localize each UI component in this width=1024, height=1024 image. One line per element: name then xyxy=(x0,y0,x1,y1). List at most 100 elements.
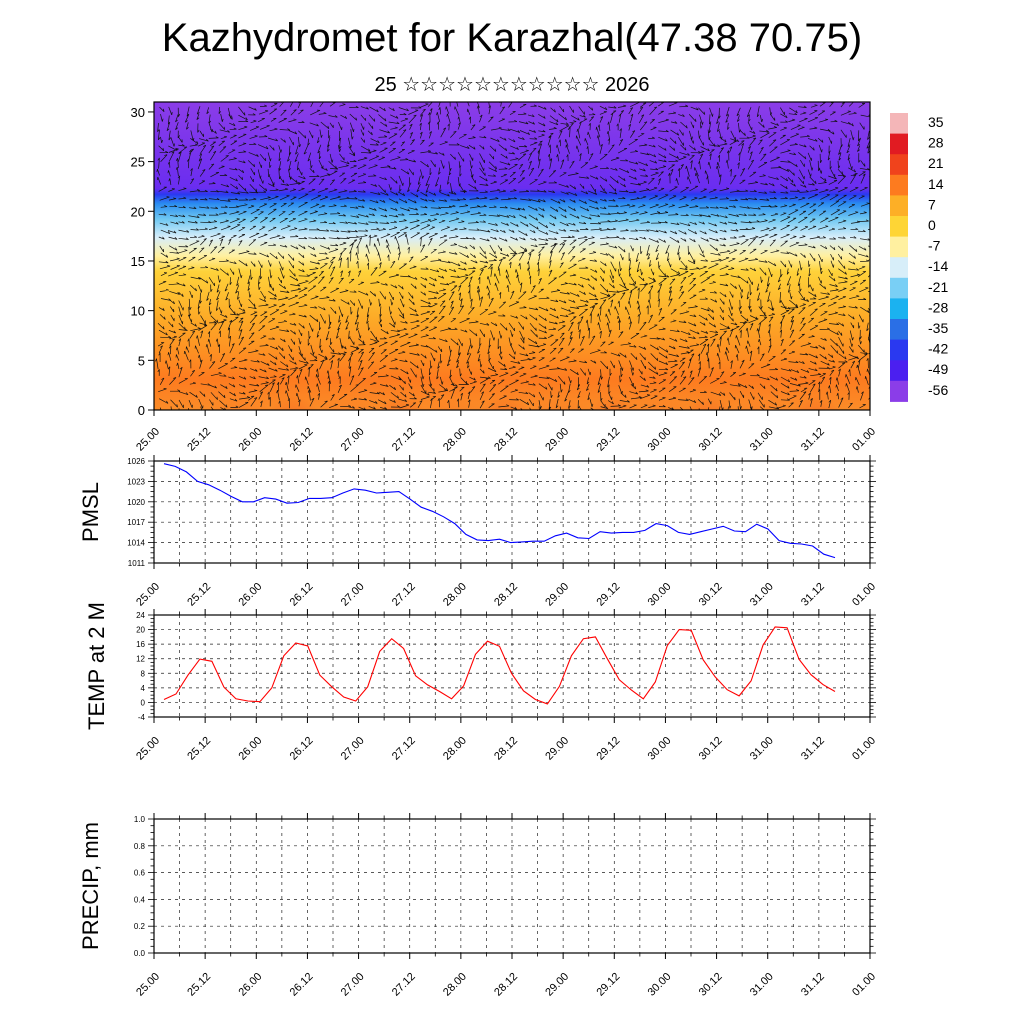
colorbar-swatch xyxy=(890,195,908,217)
grid-lines xyxy=(154,819,870,953)
x-tick-label: 26.12 xyxy=(288,581,316,609)
y-tick-label: 1011 xyxy=(128,559,146,568)
colorbar-swatch xyxy=(890,319,908,341)
colorbar-label: 28 xyxy=(928,135,944,151)
y-tick-label: 1.0 xyxy=(134,815,146,824)
colorbar-label: -7 xyxy=(928,238,941,254)
x-tick-label: 27.12 xyxy=(390,735,418,763)
x-tick-label: 25.12 xyxy=(185,581,213,609)
colorbar-swatch xyxy=(890,257,908,279)
colorbar-label: -49 xyxy=(928,361,948,377)
colorbar-swatch xyxy=(890,380,908,402)
x-tick-label: 25.00 xyxy=(134,971,162,999)
y-tick-label: 30 xyxy=(131,105,145,120)
y-tick-label: 20 xyxy=(136,626,145,635)
x-tick-label: 31.12 xyxy=(799,581,827,609)
x-tick-label: 25.12 xyxy=(185,426,213,454)
x-tick-label: 01.00 xyxy=(850,426,878,454)
page-subtitle: 25 ☆☆☆☆☆☆☆☆☆☆☆ 2026 xyxy=(374,74,650,96)
colorbar-label: -42 xyxy=(928,341,948,357)
colorbar-swatch xyxy=(890,339,908,361)
x-tick-label: 26.00 xyxy=(236,426,264,454)
colorbar-label: -14 xyxy=(928,258,948,274)
x-tick-label: 31.12 xyxy=(799,971,827,999)
x-tick-label: 29.00 xyxy=(543,426,571,454)
y-tick-label: 1020 xyxy=(127,498,145,507)
x-tick-label: 30.00 xyxy=(646,581,674,609)
colorbar-swatch xyxy=(890,236,908,258)
y-tick-label: 0.0 xyxy=(134,949,146,958)
wind-vectors xyxy=(155,102,870,410)
colorbar-label: -35 xyxy=(928,320,948,336)
y-tick-label: 20 xyxy=(131,204,145,219)
y-tick-label: 0.8 xyxy=(134,842,146,851)
colorbar-swatch xyxy=(890,216,908,238)
x-tick-label: 31.00 xyxy=(748,971,776,999)
x-tick-label: 26.00 xyxy=(236,971,264,999)
x-tick-label: 25.12 xyxy=(185,971,213,999)
x-tick-label: 29.12 xyxy=(594,735,622,763)
x-tick-label: 30.00 xyxy=(646,971,674,999)
series-line xyxy=(163,626,836,705)
x-tick-label: 30.00 xyxy=(646,426,674,454)
pmsl-panel: 1011 1014 1017 1020 1023 1026 25.00 25.12 26.00 2… xyxy=(78,455,878,609)
x-tick-label: 29.12 xyxy=(594,426,622,454)
x-tick-label: 27.00 xyxy=(339,971,367,999)
x-tick-label: 01.00 xyxy=(850,971,878,999)
colorbar-swatch xyxy=(890,360,908,382)
precip-panel: 0.0 0.2 0.4 0.6 0.8 1.0 25.00 25.12 26.00 26.12 27… xyxy=(78,813,878,999)
colorbar-label: 21 xyxy=(928,155,944,171)
x-tick-label: 27.00 xyxy=(339,581,367,609)
x-tick-label: 28.00 xyxy=(441,426,469,454)
x-tick-label: 29.12 xyxy=(594,971,622,999)
grid-lines xyxy=(154,615,870,717)
x-tick-label: 25.00 xyxy=(134,735,162,763)
x-tick-label: 01.00 xyxy=(850,735,878,763)
x-tick-label: 31.00 xyxy=(748,581,776,609)
y-tick-label: 25 xyxy=(131,155,145,170)
y-tick-label: 4 xyxy=(141,684,146,693)
colorbar-swatch xyxy=(890,154,908,176)
x-tick-label: 31.12 xyxy=(799,426,827,454)
x-tick-label: 25.00 xyxy=(134,426,162,454)
temp-panel: -4 0 4 8 12 16 20 24 25.00 25.12 26.00 26.12 27.00 27… xyxy=(84,602,878,763)
x-tick-label: 27.12 xyxy=(390,426,418,454)
colorbar-label: 7 xyxy=(928,196,936,212)
x-tick-label: 31.00 xyxy=(748,735,776,763)
colorbar-label: 0 xyxy=(928,217,936,233)
grid-lines xyxy=(154,461,870,563)
y-tick-label: 12 xyxy=(136,655,145,664)
x-tick-label: 28.00 xyxy=(441,581,469,609)
colorbar-swatch xyxy=(890,113,908,135)
colorbar-label: -28 xyxy=(928,299,948,315)
x-tick-label: 28.00 xyxy=(441,735,469,763)
x-tick-label: 29.12 xyxy=(594,581,622,609)
x-tick-label: 26.00 xyxy=(236,581,264,609)
x-tick-label: 31.12 xyxy=(799,735,827,763)
x-tick-label: 30.12 xyxy=(697,971,725,999)
x-tick-label: 29.00 xyxy=(543,581,571,609)
x-tick-label: 27.12 xyxy=(390,581,418,609)
x-tick-label: 27.00 xyxy=(339,735,367,763)
x-tick-label: 26.12 xyxy=(288,735,316,763)
y-axis-label: PMSL xyxy=(78,482,103,542)
x-tick-label: 30.00 xyxy=(646,735,674,763)
x-tick-label: 26.12 xyxy=(288,971,316,999)
x-tick-label: 30.12 xyxy=(697,581,725,609)
x-tick-label: 28.12 xyxy=(492,426,520,454)
y-tick-label: 0 xyxy=(138,403,145,418)
y-tick-label: 8 xyxy=(141,669,146,678)
y-axis-label: TEMP at 2 M xyxy=(84,602,109,730)
page-title: Kazhydromet for Karazhal(47.38 70.75) xyxy=(161,16,863,60)
y-tick-label: 24 xyxy=(136,611,145,620)
y-tick-label: 0.4 xyxy=(134,895,146,904)
colorbar: 35 28 21 14 7 0 -7 -14 -21 -28 -35 -42 -49 -56 xyxy=(890,113,948,402)
colorbar-label: -21 xyxy=(928,279,948,295)
warm-zone xyxy=(607,360,718,410)
colorbar-swatch xyxy=(890,133,908,155)
wind-temperature-panel: 0 5 10 15 20 25 30 25.00 25.12 26.00 26.12 27.00 27.… xyxy=(131,101,878,454)
x-tick-label: 29.00 xyxy=(543,971,571,999)
y-tick-label: 5 xyxy=(138,353,145,368)
colorbar-swatch xyxy=(890,174,908,196)
colorbar-swatch xyxy=(890,298,908,320)
